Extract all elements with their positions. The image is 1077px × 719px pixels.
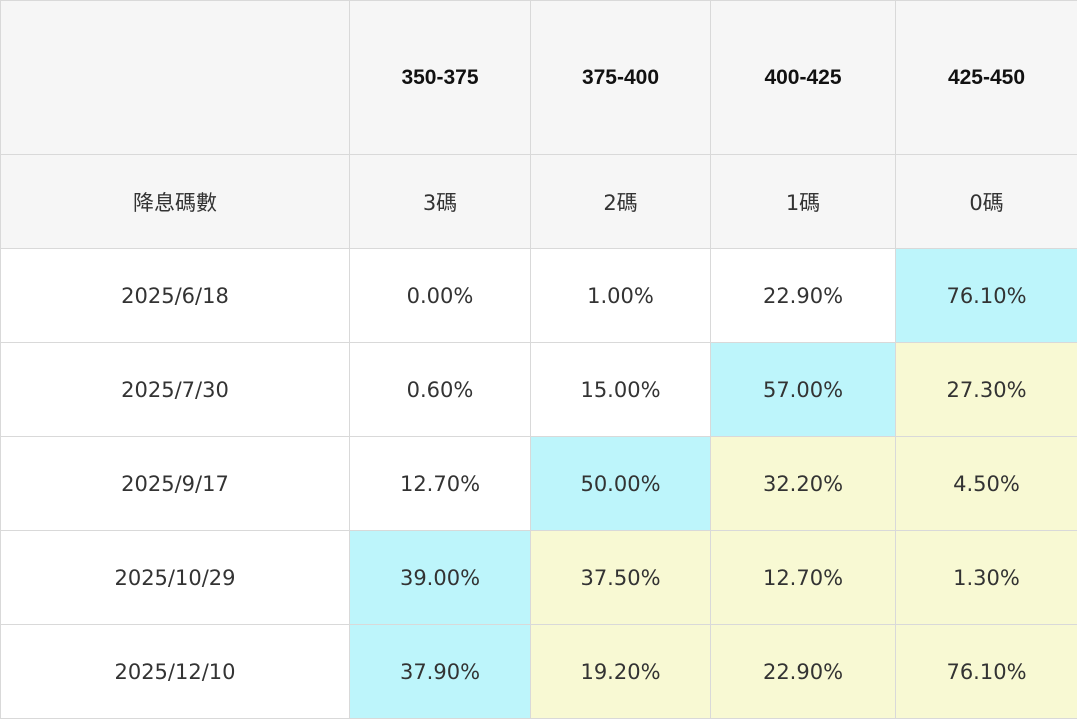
cuts-header-cell: 0碼 <box>896 155 1077 249</box>
range-header-375-400: 375-400 <box>531 1 711 155</box>
probability-cell: 57.00% <box>711 343 896 437</box>
probability-cell: 4.50% <box>896 437 1077 531</box>
probability-cell: 22.90% <box>711 625 896 719</box>
table-row: 2025/7/30 0.60% 15.00% 57.00% 27.30% <box>1 343 1077 437</box>
probability-cell: 22.90% <box>711 249 896 343</box>
meeting-date-cell: 2025/9/17 <box>1 437 350 531</box>
table-row: 2025/6/18 0.00% 1.00% 22.90% 76.10% <box>1 249 1077 343</box>
probability-cell: 37.50% <box>531 531 711 625</box>
range-header-350-375: 350-375 <box>350 1 531 155</box>
header-corner-cell <box>1 1 350 155</box>
probability-cell: 12.70% <box>711 531 896 625</box>
probability-cell: 27.30% <box>896 343 1077 437</box>
rate-cuts-label: 降息碼數 <box>1 155 350 249</box>
probability-cell: 12.70% <box>350 437 531 531</box>
probability-cell: 76.10% <box>896 625 1077 719</box>
table-row: 2025/10/29 39.00% 37.50% 12.70% 1.30% <box>1 531 1077 625</box>
probability-cell: 37.90% <box>350 625 531 719</box>
range-header-425-450: 425-450 <box>896 1 1077 155</box>
meeting-date-cell: 2025/7/30 <box>1 343 350 437</box>
meeting-date-cell: 2025/12/10 <box>1 625 350 719</box>
cuts-header-cell: 3碼 <box>350 155 531 249</box>
probability-cell: 32.20% <box>711 437 896 531</box>
probability-cell: 15.00% <box>531 343 711 437</box>
meeting-date-cell: 2025/10/29 <box>1 531 350 625</box>
probability-cell: 50.00% <box>531 437 711 531</box>
probability-cell: 0.60% <box>350 343 531 437</box>
probability-cell: 39.00% <box>350 531 531 625</box>
meeting-date-cell: 2025/6/18 <box>1 249 350 343</box>
probability-cell: 76.10% <box>896 249 1077 343</box>
probability-cell: 1.00% <box>531 249 711 343</box>
probability-cell: 19.20% <box>531 625 711 719</box>
cuts-header-cell: 1碼 <box>711 155 896 249</box>
rate-cuts-row: 降息碼數 3碼 2碼 1碼 0碼 <box>1 155 1077 249</box>
cuts-header-cell: 2碼 <box>531 155 711 249</box>
table-row: 2025/12/10 37.90% 19.20% 22.90% 76.10% <box>1 625 1077 719</box>
table-row: 2025/9/17 12.70% 50.00% 32.20% 4.50% <box>1 437 1077 531</box>
probability-cell: 0.00% <box>350 249 531 343</box>
rate-range-header-row: 350-375 375-400 400-425 425-450 <box>1 1 1077 155</box>
range-header-400-425: 400-425 <box>711 1 896 155</box>
probability-cell: 1.30% <box>896 531 1077 625</box>
